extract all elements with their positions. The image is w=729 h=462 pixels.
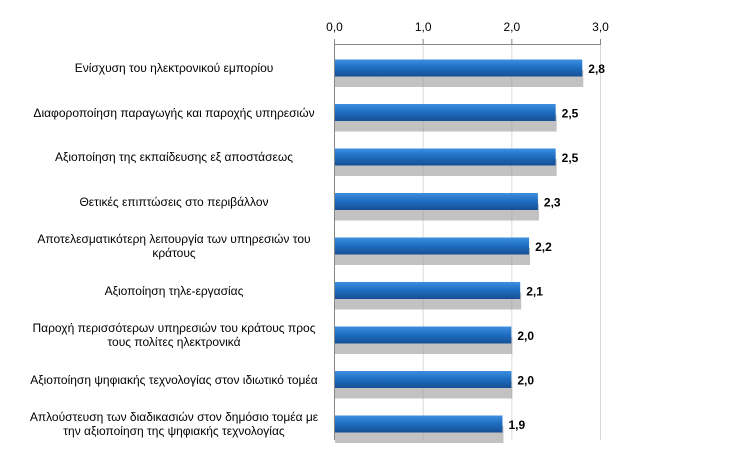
category-label: Αξιοποίηση τηλε-εργασίας — [104, 283, 244, 298]
bar — [335, 148, 556, 166]
x-tick-label: 2,0 — [503, 20, 520, 34]
category-label: Αξιοποίηση ψηφιακής τεχνολογίας στον ιδι… — [30, 372, 318, 387]
bar — [335, 59, 583, 77]
bar-value-label: 2,3 — [544, 196, 561, 210]
category-label: Αποτελεσματικότερη λειτουργία των υπηρεσ… — [37, 232, 311, 260]
category-label: Ενίσχυση του ηλεκτρονικού εμπορίου — [74, 61, 274, 75]
bar — [335, 104, 556, 121]
category-label: Απλούστευση των διαδικασιών στον δημόσιο… — [29, 410, 319, 438]
bar-value-label: 2,0 — [517, 329, 534, 343]
bar — [335, 371, 512, 388]
bar-value-label: 1,9 — [508, 418, 525, 432]
bar-value-label: 2,1 — [526, 285, 543, 299]
bar — [335, 326, 512, 344]
bar-value-label: 2,5 — [562, 151, 579, 165]
category-label: Διαφοροποίηση παραγωγής και παροχής υπηρ… — [33, 105, 315, 120]
x-tick-label: 1,0 — [415, 20, 432, 34]
bar-value-label: 2,2 — [535, 240, 552, 254]
bar — [335, 282, 521, 299]
bar-value-label: 2,0 — [517, 374, 534, 388]
bar — [335, 237, 530, 255]
x-tick-label: 3,0 — [592, 20, 609, 34]
category-label: Αξιοποίηση της εκπαίδευσης εξ αποστάσεως — [54, 150, 294, 164]
bar-value-label: 2,5 — [562, 107, 579, 121]
bar — [335, 415, 503, 433]
category-label: Θετικές επιπτώσεις στο περιβάλλον — [79, 194, 269, 209]
x-tick-label: 0,0 — [326, 20, 343, 34]
bar-value-label: 2,8 — [588, 62, 605, 76]
bar — [335, 193, 538, 210]
category-label: Παροχή περισσότερων υπηρεσιών του κράτου… — [32, 321, 316, 349]
